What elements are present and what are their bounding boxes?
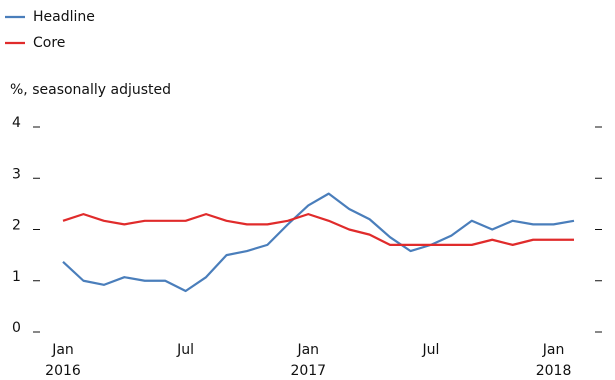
series-line — [62, 213, 574, 246]
x-tick-label: Jan — [296, 342, 319, 358]
x-tick-label: Jul — [176, 342, 194, 358]
legend-label: Core — [33, 35, 65, 51]
x-tick-label: Jul — [421, 342, 439, 358]
y-tick-label: 1 — [12, 269, 21, 285]
y-tick-label: 4 — [12, 115, 21, 131]
x-tick-label: 2016 — [45, 363, 81, 379]
x-tick-label: Jan — [542, 342, 565, 358]
legend-label: Headline — [33, 9, 95, 25]
series-line — [62, 192, 575, 293]
x-tick-label: 2018 — [536, 363, 572, 379]
y-tick-label: 0 — [12, 320, 21, 336]
y-axis-label: %, seasonally adjusted — [10, 82, 171, 98]
y-tick-label: 2 — [12, 218, 21, 234]
x-tick-label: Jan — [51, 342, 74, 358]
y-tick-label: 3 — [12, 166, 21, 182]
x-tick-label: 2017 — [290, 363, 326, 379]
